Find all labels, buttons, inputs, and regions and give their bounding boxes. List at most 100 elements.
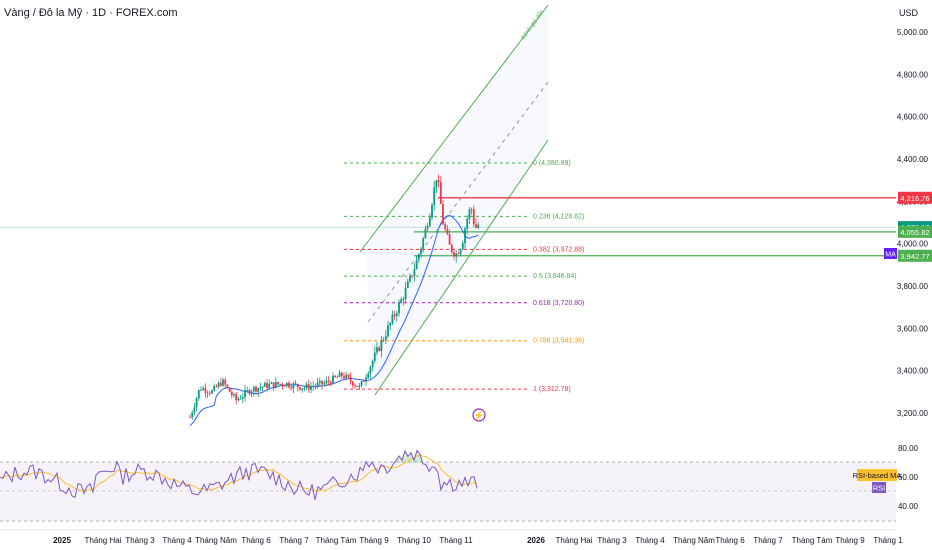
candle-body	[475, 224, 477, 228]
price-tick-label: 4,000.00	[897, 240, 929, 249]
candle-body	[384, 336, 387, 340]
candle-body	[235, 394, 238, 401]
ma-badge-label: MA	[885, 252, 896, 259]
candle-body	[365, 377, 367, 382]
time-tick-label: Tháng 7	[753, 536, 783, 545]
candle-body	[398, 302, 400, 314]
rsi-ma-line	[0, 454, 478, 492]
price-tick-label: 3,600.00	[897, 324, 929, 333]
candle-body	[468, 209, 471, 219]
rsi-axis: 80.00 60.00 40.00	[898, 444, 919, 511]
candle-body	[351, 381, 354, 386]
fib-level-label: 0.382 (3,972.88)	[533, 246, 584, 253]
candle-body	[239, 398, 242, 400]
fib-level-label: 1 (3,312.78)	[533, 386, 571, 393]
time-tick-label: Tháng Hai	[556, 536, 593, 545]
candle-body	[325, 380, 328, 384]
price-tick-label: 4,800.00	[897, 70, 929, 79]
rsi-ma-badge-label: RSI-based MA	[853, 471, 902, 480]
candle-body	[279, 383, 282, 385]
candles	[189, 174, 480, 420]
candle-body	[301, 388, 304, 390]
price-tick-label: 3,800.00	[897, 282, 929, 291]
time-tick-label: Tháng Hai	[85, 536, 122, 545]
time-tick-label: Tháng 1	[873, 536, 903, 545]
candle-body	[369, 367, 372, 374]
fib-level-label: 0.236 (4,128.82)	[533, 213, 584, 220]
candle-body	[226, 384, 229, 388]
candle-body	[233, 394, 235, 396]
candle-body	[197, 389, 200, 399]
candle-body	[244, 390, 246, 397]
candle-body	[215, 385, 218, 387]
candle-body	[338, 372, 341, 377]
candle-body	[246, 390, 249, 391]
rsi-tick-label: 40.00	[898, 502, 919, 511]
candle-body	[378, 347, 381, 351]
price-tick-label: 4,600.00	[897, 113, 929, 122]
time-tick-label: Tháng Năm	[673, 536, 715, 545]
candle-body	[292, 383, 295, 389]
price-badge	[898, 225, 932, 238]
price-badge	[898, 191, 932, 204]
candle-body	[433, 187, 436, 205]
candle-body	[277, 381, 279, 385]
candle-body	[222, 379, 224, 386]
candle-body	[428, 217, 431, 227]
candle-body	[314, 386, 317, 387]
candle-body	[208, 393, 211, 394]
lightning-icon[interactable]: ⚡	[472, 408, 486, 422]
candle-body	[259, 387, 262, 389]
candle-body	[310, 386, 312, 390]
candle-body	[283, 385, 286, 387]
candle-body	[349, 376, 352, 382]
channel-upper-line	[359, 4, 549, 253]
candle-body	[358, 385, 361, 387]
candle-body	[272, 382, 275, 388]
candle-body	[347, 374, 350, 377]
time-tick-label: Tháng 9	[359, 536, 389, 545]
candle-body	[219, 382, 222, 386]
candle-body	[268, 383, 271, 388]
candle-body	[206, 392, 209, 394]
time-tick-label: Tháng 9	[835, 536, 865, 545]
candle-body	[367, 373, 370, 378]
candle-body	[318, 380, 321, 383]
rsi-badge	[872, 482, 886, 493]
candle-body	[299, 387, 301, 390]
candle-body	[329, 381, 332, 384]
candle-body	[345, 374, 348, 379]
candle-body	[217, 382, 220, 387]
candle-body	[285, 382, 288, 387]
candle-body	[461, 243, 464, 250]
candle-body	[334, 375, 337, 377]
candle-body	[303, 387, 306, 389]
candle-body	[393, 314, 396, 316]
candle-body	[274, 381, 277, 388]
chart-title: Vàng / Đô la Mỹ · 1D · FOREX.com	[4, 7, 178, 19]
rsi-line	[0, 449, 478, 500]
candle-body	[224, 379, 227, 385]
time-tick-label: 2025	[53, 536, 71, 545]
price-badge	[898, 249, 932, 262]
time-tick-label: Tháng 4	[162, 536, 192, 545]
price-tick-label: 5,000.00	[897, 28, 929, 37]
channel-mid-line	[367, 81, 549, 323]
ma-badge	[884, 248, 897, 259]
candle-body	[380, 340, 383, 351]
candle-body	[270, 382, 273, 384]
horizontal-levels	[0, 197, 896, 257]
candle-body	[448, 234, 451, 245]
candle-body	[250, 391, 253, 394]
candle-body	[261, 386, 264, 388]
rsi-tick-label: 60.00	[898, 473, 919, 482]
candle-body	[459, 249, 462, 254]
channel-lower-line	[374, 139, 549, 396]
candle-body	[237, 398, 240, 401]
candle-body	[391, 314, 394, 323]
price-tick-label: 3,200.00	[897, 409, 929, 418]
moving-average-line	[189, 214, 479, 427]
candle-body	[464, 228, 466, 244]
candle-body	[189, 417, 191, 419]
